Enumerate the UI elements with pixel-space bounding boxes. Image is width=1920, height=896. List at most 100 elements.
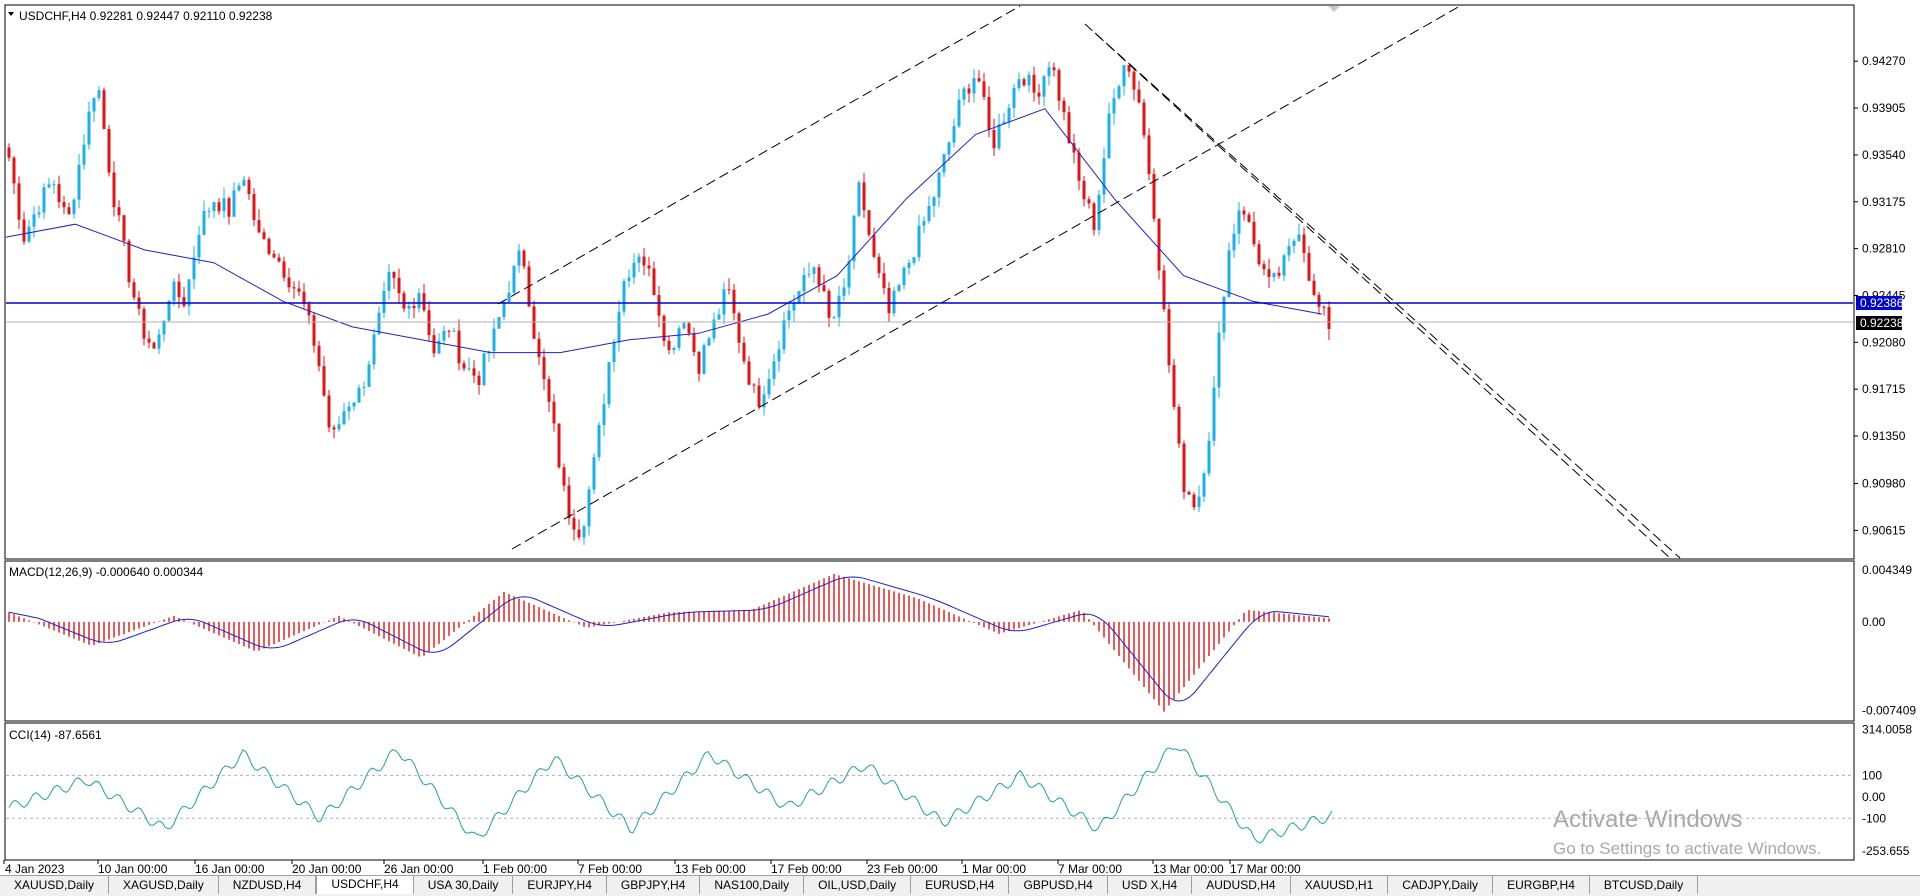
candle-body xyxy=(1027,74,1031,86)
candle-body xyxy=(997,124,1001,149)
tab-xauusd-daily[interactable]: XAUUSD,Daily xyxy=(0,876,110,894)
candle-body xyxy=(667,340,671,351)
candle-body xyxy=(1082,180,1086,200)
candle-body xyxy=(672,347,676,351)
candle-body xyxy=(372,334,376,365)
tab-cadjpy-daily[interactable]: CADJPY,Daily xyxy=(1388,876,1494,894)
candle-body xyxy=(622,281,626,312)
candle-body xyxy=(482,353,486,385)
tab-nas100-daily[interactable]: NAS100,Daily xyxy=(700,876,805,894)
candle-body xyxy=(792,303,796,311)
time-axis-label: 13 Feb 00:00 xyxy=(675,862,746,875)
candle-body xyxy=(1232,233,1236,251)
tab-usdchf-h4[interactable]: USDCHF,H4 xyxy=(316,876,414,894)
candle-body xyxy=(37,212,41,215)
candle-body xyxy=(172,281,176,302)
candle-body xyxy=(1277,272,1281,276)
candle-body xyxy=(377,312,381,335)
candle-body xyxy=(1107,113,1111,159)
tab-usa30-daily[interactable]: USA 30,Daily xyxy=(414,876,514,894)
candle-body xyxy=(342,411,346,425)
candle-body xyxy=(132,282,136,298)
cci-axis-label: 100 xyxy=(1862,768,1882,782)
candle-body xyxy=(552,401,556,424)
time-axis-label: 7 Mar 00:00 xyxy=(1058,862,1122,875)
candle-body xyxy=(1122,65,1126,87)
candle-body xyxy=(1262,264,1266,270)
candle-body xyxy=(1197,496,1201,508)
candle-body xyxy=(697,352,701,374)
tab-xagusd-daily[interactable]: XAGUSD,Daily xyxy=(109,876,219,894)
candle-body xyxy=(872,234,876,257)
candle-body xyxy=(887,288,891,314)
tab-xauusd-h1[interactable]: XAUUSD,H1 xyxy=(1291,876,1389,894)
tab-nzdusd-h4[interactable]: NZDUSD,H4 xyxy=(219,876,317,894)
candle-body xyxy=(1062,100,1066,113)
candle-body xyxy=(347,406,351,412)
candle-body xyxy=(162,320,166,335)
price-axis-label: 0.91350 xyxy=(1862,429,1906,443)
candle-body xyxy=(392,272,396,278)
candle-body xyxy=(952,126,956,143)
candle-body xyxy=(492,328,496,352)
tab-btcusd-daily[interactable]: BTCUSD,Daily xyxy=(1590,876,1699,894)
candle-body xyxy=(1042,76,1046,97)
tab-audusd-h4[interactable]: AUDUSD,H4 xyxy=(1192,876,1291,894)
candle-body xyxy=(1247,214,1251,222)
cci-axis-label: -100 xyxy=(1862,811,1886,825)
candle-body xyxy=(902,267,906,286)
candle-body xyxy=(497,316,501,329)
candle-body xyxy=(57,184,61,203)
candle-body xyxy=(267,238,271,254)
candle-body xyxy=(1207,440,1211,474)
candle-body xyxy=(1047,67,1051,77)
candle-body xyxy=(612,342,616,363)
candle-body xyxy=(717,314,721,320)
candle-body xyxy=(677,328,681,348)
macd-axis-label: -0.007409 xyxy=(1862,704,1916,718)
candle-body xyxy=(772,361,776,379)
candle-body xyxy=(512,265,516,293)
candle-body xyxy=(87,111,91,145)
candle-body xyxy=(922,221,926,226)
tab-eurusd-h4[interactable]: EURUSD,H4 xyxy=(911,876,1010,894)
activate-windows-title: Activate Windows xyxy=(1553,806,1743,833)
candle-body xyxy=(507,292,511,302)
candle-body xyxy=(382,290,386,313)
candle-body xyxy=(1292,240,1296,247)
candle-body xyxy=(742,342,746,362)
price-chart[interactable]: 0.942700.939050.935400.931750.928100.924… xyxy=(0,0,1920,876)
candle-body xyxy=(157,334,161,349)
price-axis-label: 0.94270 xyxy=(1862,54,1906,68)
tab-oil-usd-daily[interactable]: OIL,USD,Daily xyxy=(804,876,912,894)
candle-body xyxy=(1297,234,1301,241)
candle-body xyxy=(232,190,236,217)
tab-gbpjpy-h4[interactable]: GBPJPY,H4 xyxy=(607,876,701,894)
candle-body xyxy=(957,99,961,127)
candle-body xyxy=(992,129,996,149)
candle-body xyxy=(417,293,421,309)
cci-axis-label: -253.655 xyxy=(1862,844,1910,858)
candle-body xyxy=(1137,89,1141,103)
candle-body xyxy=(1132,71,1136,90)
price-axis-label: 0.91715 xyxy=(1862,382,1906,396)
tab-gbpusd-h4[interactable]: GBPUSD,H4 xyxy=(1009,876,1108,894)
candle-body xyxy=(652,268,656,296)
tab-usdx-h4[interactable]: USD X,H4 xyxy=(1108,876,1193,894)
candle-body xyxy=(147,338,151,343)
candle-body xyxy=(302,291,306,305)
candle-body xyxy=(282,261,286,278)
menu-triangle-icon[interactable] xyxy=(8,12,14,16)
candle-body xyxy=(237,185,241,191)
main-panel-frame xyxy=(4,4,1855,560)
candle-body xyxy=(247,179,251,195)
macd-header: MACD(12,26,9) -0.000640 0.000344 xyxy=(9,565,203,579)
candle-body xyxy=(397,277,401,294)
candle-body xyxy=(322,366,326,396)
tab-eurjpy-h4[interactable]: EURJPY,H4 xyxy=(513,876,607,894)
candle-body xyxy=(332,427,336,430)
candle-body xyxy=(262,232,266,239)
tab-eurgbp-h4[interactable]: EURGBP,H4 xyxy=(1493,876,1590,894)
candle-body xyxy=(572,518,576,530)
